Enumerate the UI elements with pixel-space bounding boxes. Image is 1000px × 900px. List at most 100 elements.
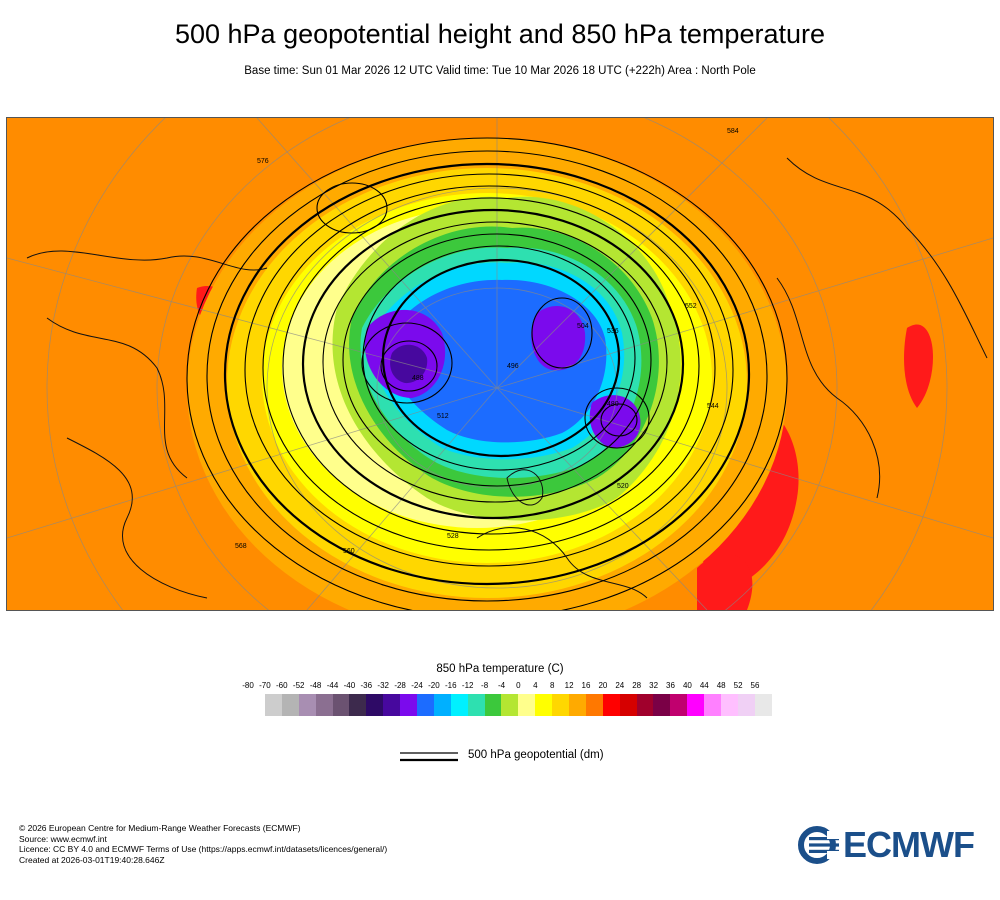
- chart-title: 500 hPa geopotential height and 850 hPa …: [174, 19, 825, 49]
- contour-label: 568: [235, 543, 247, 550]
- colorbar-tick-label: -16: [445, 681, 457, 690]
- colorbar-tick-label: 4: [533, 681, 538, 690]
- colorbar-swatch: [332, 694, 350, 716]
- colorbar-tick-label: 56: [750, 681, 760, 690]
- colorbar-swatch: [383, 694, 401, 716]
- contour-label: 488: [412, 375, 424, 382]
- contour-label: 552: [685, 303, 697, 310]
- colorbar-swatch: [636, 694, 654, 716]
- colorbar-tick-label: -36: [360, 681, 373, 690]
- contour-label-group: 584 576 568 560 552 544 536 528 520 512 …: [235, 128, 739, 555]
- warm-anomaly-far-east: [904, 324, 934, 408]
- colorbar-swatch: [265, 694, 282, 716]
- geopotential-legend-label: 500 hPa geopotential (dm): [468, 749, 604, 761]
- colorbar-swatch: [400, 694, 418, 716]
- temperature-tick-labels: -80 -70 -60 -52 -48 -44 -40 -36 -32 -28 -24 -20 -16-…: [240, 681, 760, 693]
- temperature-legend-title: 850 hPa temperature (C): [436, 663, 564, 675]
- colorbar-swatch: [602, 694, 620, 716]
- colorbar-swatch: [417, 694, 434, 716]
- colorbar-tick-label: 32: [649, 681, 659, 690]
- colorbar-tick-label: -28: [394, 681, 406, 690]
- colorbar-tick-label: -40: [343, 681, 356, 690]
- colorbar-tick-label: -20: [428, 681, 440, 690]
- colorbar-tick-label: -80: [242, 681, 254, 690]
- colorbar-tick-label: -48: [309, 681, 322, 690]
- warm-anomaly-south-east: [697, 553, 753, 610]
- colorbar-tick-label: 0: [516, 681, 521, 690]
- colorbar-swatch: [298, 694, 316, 716]
- cold-pool-north: [531, 305, 586, 371]
- colorbar-tick-label: -70: [259, 681, 271, 690]
- colorbar-swatch: [366, 694, 384, 716]
- ecmwf-logo-text: ECMWF: [843, 824, 975, 865]
- colorbar-swatch: [552, 694, 570, 716]
- colorbar-tick-label: -44: [326, 681, 339, 690]
- copyright-line: © 2026 European Centre for Medium-Range …: [19, 823, 301, 833]
- colorbar-tick-label: 24: [615, 681, 625, 690]
- colorbar-swatch: [535, 694, 553, 716]
- colorbar-swatch: [433, 694, 451, 716]
- ecmwf-logo[interactable]: ECMWF: [795, 825, 985, 865]
- contour-label: 480: [607, 401, 619, 408]
- colorbar-tick-label: -4: [497, 681, 506, 690]
- colorbar-tick-label: 16: [581, 681, 591, 690]
- colorbar-swatch: [619, 694, 637, 716]
- colorbar-swatch: [653, 694, 671, 716]
- north-pole-map[interactable]: 584 576 568 560 552 544 536 528 520 512 …: [6, 117, 994, 611]
- colorbar-swatch: [467, 694, 485, 716]
- colorbar-tick-label: 36: [666, 681, 675, 690]
- colorbar-swatch: [569, 694, 586, 716]
- colorbar-swatch: [670, 694, 688, 716]
- footer-credits: © 2026 European Centre for Medium-Range …: [19, 823, 387, 865]
- colorbar-swatch: [754, 694, 772, 716]
- colorbar-swatch: [349, 694, 367, 716]
- colorbar-tick-label: -24: [411, 681, 423, 690]
- contour-label: 496: [507, 363, 519, 370]
- contour-label: 504: [577, 323, 589, 330]
- contour-line-sample: [400, 752, 458, 762]
- created-line: Created at 2026-03-01T19:40:28.646Z: [19, 854, 165, 865]
- contour-label: 512: [437, 413, 449, 420]
- contour-label: 560: [343, 548, 355, 555]
- colorbar-swatch: [484, 694, 502, 716]
- colorbar-tick-label: 44: [699, 681, 709, 690]
- colorbar-swatch: [737, 694, 755, 716]
- colorbar-tick-label: 12: [564, 681, 574, 690]
- colorbar-swatch: [450, 694, 468, 716]
- contour-label: 536: [607, 328, 619, 335]
- colorbar-tick-label: 28: [632, 681, 642, 690]
- colorbar-tick-label: 52: [733, 681, 743, 690]
- geopotential-contours: [186, 137, 788, 610]
- colorbar-swatch: [501, 694, 519, 716]
- colorbar-tick-label: -60: [276, 681, 288, 690]
- colorbar-swatch: [704, 694, 722, 716]
- colorbar-swatch: [687, 694, 705, 716]
- colorbar-tick-label: 48: [716, 681, 726, 690]
- temperature-colorbar: [265, 694, 772, 716]
- geopotential-legend: 500 hPa geopotential (dm): [400, 748, 700, 768]
- colorbar-swatch: [585, 694, 603, 716]
- colorbar-tick-label: 8: [549, 681, 555, 690]
- colorbar-tick-label: 20: [598, 681, 608, 690]
- contour-label: 528: [447, 533, 459, 540]
- colorbar-swatch: [281, 694, 299, 716]
- cold-core-west: [390, 344, 428, 384]
- contour-label: 584: [727, 128, 739, 135]
- colorbar-tick-label: 40: [682, 681, 692, 690]
- colorbar-swatch: [721, 694, 738, 716]
- contour-label: 576: [257, 158, 269, 165]
- chart-subtitle: Base time: Sun 01 Mar 2026 12 UTC Valid …: [244, 65, 756, 77]
- colorbar-swatch: [518, 694, 536, 716]
- contour-label: 544: [707, 403, 719, 410]
- colorbar-swatch: [315, 694, 333, 716]
- contour-label: 520: [617, 483, 629, 490]
- graticule: [7, 118, 993, 610]
- colorbar-tick-label: -12: [461, 681, 474, 690]
- colorbar-tick-label: -8: [481, 681, 489, 690]
- source-line: Source: www.ecmwf.int: [19, 833, 107, 844]
- licence-line: Licence: CC BY 4.0 and ECMWF Terms of Us…: [19, 844, 388, 854]
- coastlines: [26, 157, 988, 599]
- ecmwf-logo-icon: [798, 826, 839, 864]
- colorbar-tick-label: -52: [292, 681, 305, 690]
- colorbar-tick-label: -32: [377, 681, 389, 690]
